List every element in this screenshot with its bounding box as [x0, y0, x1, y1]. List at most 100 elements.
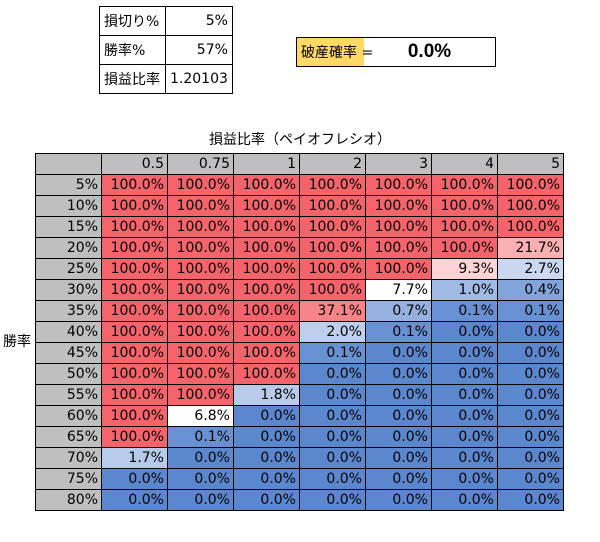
table-cell[interactable]: 100.0% — [365, 174, 432, 196]
table-cell[interactable]: 1.7% — [101, 447, 168, 469]
table-cell[interactable]: 0.0% — [365, 426, 432, 448]
table-cell[interactable]: 0.0% — [365, 468, 432, 490]
table-cell[interactable]: 0.0% — [431, 468, 498, 490]
table-cell[interactable]: 100.0% — [299, 195, 366, 217]
table-cell[interactable]: 0.0% — [365, 384, 432, 406]
table-cell[interactable]: 100.0% — [233, 216, 300, 238]
table-cell[interactable]: 100.0% — [167, 300, 234, 322]
table-cell[interactable]: 0.0% — [497, 405, 564, 427]
table-cell[interactable]: 0.0% — [365, 447, 432, 469]
table-cell[interactable]: 100.0% — [497, 216, 564, 238]
table-cell[interactable]: 100.0% — [431, 174, 498, 196]
table-cell[interactable]: 0.0% — [299, 384, 366, 406]
table-cell[interactable]: 0.0% — [431, 384, 498, 406]
table-cell[interactable]: 0.7% — [365, 300, 432, 322]
table-cell[interactable]: 100.0% — [101, 258, 168, 280]
table-cell[interactable]: 100.0% — [431, 216, 498, 238]
table-cell[interactable]: 9.3% — [431, 258, 498, 280]
table-cell[interactable]: 0.0% — [431, 363, 498, 385]
table-cell[interactable]: 100.0% — [233, 174, 300, 196]
table-cell[interactable]: 0.0% — [365, 363, 432, 385]
table-cell[interactable]: 0.0% — [299, 468, 366, 490]
table-cell[interactable]: 100.0% — [233, 237, 300, 259]
table-cell[interactable]: 100.0% — [233, 279, 300, 301]
table-cell[interactable]: 0.0% — [299, 363, 366, 385]
table-cell[interactable]: 100.0% — [167, 321, 234, 343]
table-cell[interactable]: 0.0% — [299, 447, 366, 469]
table-cell[interactable]: 100.0% — [101, 342, 168, 364]
table-cell[interactable]: 100.0% — [167, 216, 234, 238]
table-cell[interactable]: 0.0% — [431, 426, 498, 448]
table-cell[interactable]: 0.0% — [299, 426, 366, 448]
table-cell[interactable]: 0.0% — [101, 468, 168, 490]
table-cell[interactable]: 100.0% — [233, 195, 300, 217]
table-cell[interactable]: 100.0% — [497, 174, 564, 196]
table-cell[interactable]: 100.0% — [167, 237, 234, 259]
table-cell[interactable]: 0.0% — [497, 489, 564, 511]
table-cell[interactable]: 0.0% — [497, 342, 564, 364]
table-cell[interactable]: 0.0% — [497, 426, 564, 448]
table-cell[interactable]: 2.0% — [299, 321, 366, 343]
table-cell[interactable]: 37.1% — [299, 300, 366, 322]
table-cell[interactable]: 0.4% — [497, 279, 564, 301]
table-cell[interactable]: 0.0% — [497, 321, 564, 343]
table-cell[interactable]: 0.0% — [101, 489, 168, 511]
table-cell[interactable]: 0.0% — [365, 342, 432, 364]
table-cell[interactable]: 100.0% — [299, 174, 366, 196]
table-cell[interactable]: 1.8% — [233, 384, 300, 406]
table-cell[interactable]: 0.1% — [431, 300, 498, 322]
table-cell[interactable]: 7.7% — [365, 279, 432, 301]
table-cell[interactable]: 100.0% — [101, 237, 168, 259]
table-cell[interactable]: 0.0% — [233, 489, 300, 511]
table-cell[interactable]: 100.0% — [365, 258, 432, 280]
win-rate-value[interactable]: 57% — [165, 35, 233, 65]
table-cell[interactable]: 0.0% — [233, 426, 300, 448]
table-cell[interactable]: 0.0% — [233, 447, 300, 469]
table-cell[interactable]: 100.0% — [233, 258, 300, 280]
table-cell[interactable]: 0.0% — [233, 468, 300, 490]
stop-loss-value[interactable]: 5% — [165, 6, 233, 36]
table-cell[interactable]: 0.0% — [497, 363, 564, 385]
table-cell[interactable]: 0.0% — [431, 405, 498, 427]
table-cell[interactable]: 100.0% — [365, 237, 432, 259]
table-cell[interactable]: 100.0% — [365, 195, 432, 217]
table-cell[interactable]: 0.0% — [233, 405, 300, 427]
table-cell[interactable]: 100.0% — [101, 384, 168, 406]
table-cell[interactable]: 0.0% — [497, 468, 564, 490]
table-cell[interactable]: 100.0% — [167, 363, 234, 385]
table-cell[interactable]: 0.0% — [497, 384, 564, 406]
table-cell[interactable]: 1.0% — [431, 279, 498, 301]
table-cell[interactable]: 100.0% — [101, 321, 168, 343]
table-cell[interactable]: 21.7% — [497, 237, 564, 259]
table-cell[interactable]: 100.0% — [299, 216, 366, 238]
table-cell[interactable]: 0.0% — [167, 489, 234, 511]
table-cell[interactable]: 100.0% — [101, 426, 168, 448]
table-cell[interactable]: 100.0% — [101, 405, 168, 427]
table-cell[interactable]: 100.0% — [101, 363, 168, 385]
table-cell[interactable]: 0.0% — [167, 447, 234, 469]
table-cell[interactable]: 0.0% — [167, 468, 234, 490]
table-cell[interactable]: 100.0% — [431, 195, 498, 217]
payoff-ratio-value[interactable]: 1.20103 — [165, 64, 233, 94]
table-cell[interactable]: 0.0% — [299, 489, 366, 511]
table-cell[interactable]: 6.8% — [167, 405, 234, 427]
table-cell[interactable]: 100.0% — [101, 300, 168, 322]
table-cell[interactable]: 100.0% — [365, 216, 432, 238]
table-cell[interactable]: 100.0% — [431, 237, 498, 259]
table-cell[interactable]: 100.0% — [233, 321, 300, 343]
table-cell[interactable]: 100.0% — [233, 363, 300, 385]
table-cell[interactable]: 100.0% — [299, 237, 366, 259]
table-cell[interactable]: 100.0% — [233, 300, 300, 322]
table-cell[interactable]: 100.0% — [167, 258, 234, 280]
table-cell[interactable]: 100.0% — [101, 174, 168, 196]
table-cell[interactable]: 100.0% — [299, 258, 366, 280]
table-cell[interactable]: 0.0% — [365, 489, 432, 511]
table-cell[interactable]: 0.0% — [497, 447, 564, 469]
table-cell[interactable]: 100.0% — [167, 279, 234, 301]
table-cell[interactable]: 100.0% — [299, 279, 366, 301]
table-cell[interactable]: 0.1% — [167, 426, 234, 448]
table-cell[interactable]: 0.0% — [299, 405, 366, 427]
table-cell[interactable]: 100.0% — [101, 195, 168, 217]
table-cell[interactable]: 100.0% — [497, 195, 564, 217]
table-cell[interactable]: 100.0% — [167, 174, 234, 196]
